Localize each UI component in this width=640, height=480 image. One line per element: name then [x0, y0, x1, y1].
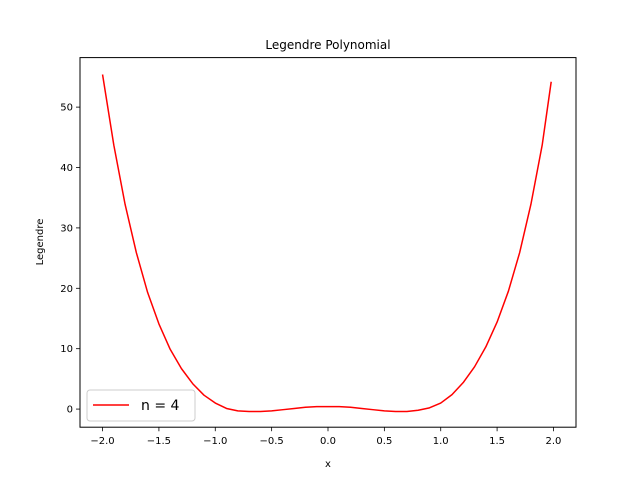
- x-tick-label: 0.0: [320, 436, 336, 447]
- x-tick-label: −1.5: [147, 436, 171, 447]
- y-tick-label: 10: [60, 344, 73, 355]
- series-line-0: [101, 74, 552, 413]
- y-tick-label: 0: [67, 405, 73, 416]
- x-tick-label: 0.5: [376, 436, 392, 447]
- y-tick-label: 30: [60, 223, 73, 234]
- x-tick-label: 1.0: [433, 436, 449, 447]
- y-axis-label: Legendre: [35, 219, 46, 266]
- x-tick-label: 2.0: [546, 436, 562, 447]
- y-tick-label: 20: [60, 284, 73, 295]
- y-tick-label: 50: [60, 103, 73, 114]
- axes-frame: [79, 57, 577, 428]
- legend: n = 4: [86, 389, 196, 422]
- y-tick-label: 40: [60, 163, 73, 174]
- x-tick-label: 1.5: [489, 436, 505, 447]
- x-axis-label: x: [325, 459, 331, 470]
- chart-title: Legendre Polynomial: [265, 38, 390, 52]
- x-tick-label: −1.0: [203, 436, 227, 447]
- x-tick-label: −0.5: [259, 436, 283, 447]
- x-tick-label: −2.0: [90, 436, 114, 447]
- legend-box: [86, 389, 196, 422]
- legend-label-n4: n = 4: [141, 398, 180, 414]
